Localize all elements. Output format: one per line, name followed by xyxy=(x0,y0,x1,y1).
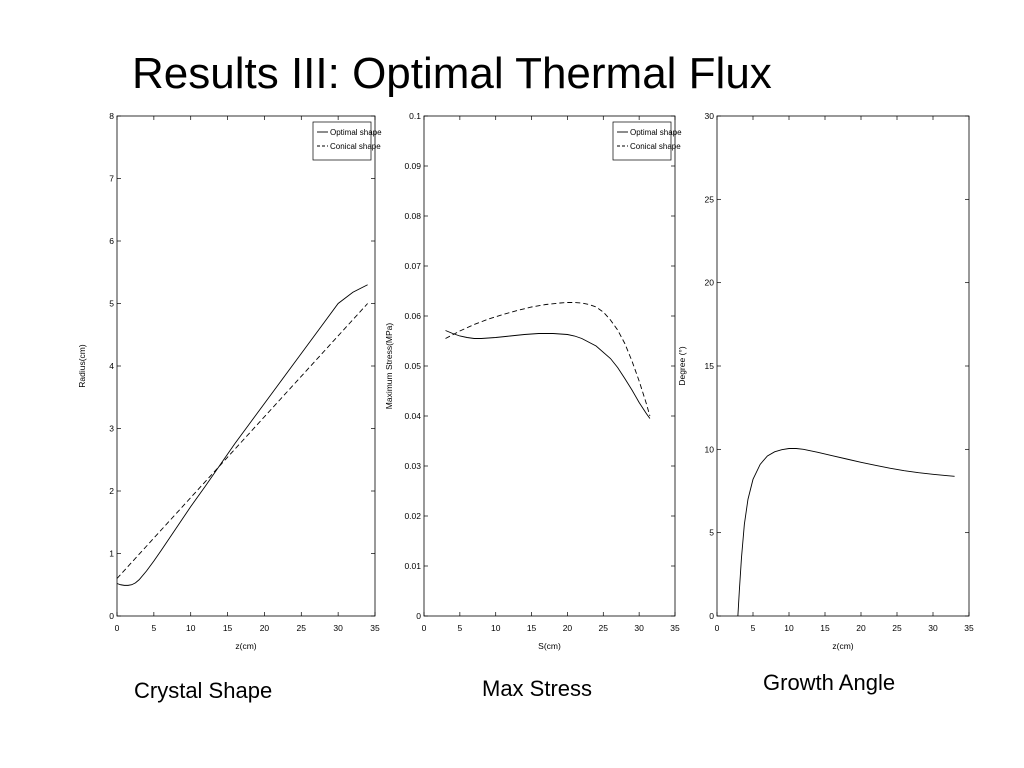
y-axis-label: Radius(cm) xyxy=(77,344,87,388)
y-axis-label: Maximum Stress(MPa) xyxy=(384,323,394,410)
y-tick-label: 15 xyxy=(705,361,715,371)
x-tick-label: 25 xyxy=(599,623,609,633)
x-tick-label: 35 xyxy=(370,623,380,633)
x-tick-label: 35 xyxy=(670,623,680,633)
slide-title: Results III: Optimal Thermal Flux xyxy=(132,49,772,98)
x-tick-label: 15 xyxy=(820,623,830,633)
x-tick-label: 30 xyxy=(634,623,644,633)
y-tick-label: 5 xyxy=(709,528,714,538)
series-line-optimal-shape xyxy=(116,284,368,586)
series-line-optimal-shape xyxy=(445,330,651,419)
y-tick-label: 4 xyxy=(109,361,114,371)
x-tick-label: 5 xyxy=(151,623,156,633)
y-tick-label: 0 xyxy=(416,611,421,621)
x-tick-label: 10 xyxy=(491,623,501,633)
y-tick-label: 8 xyxy=(109,111,114,121)
x-tick-label: 15 xyxy=(527,623,537,633)
y-tick-label: 10 xyxy=(705,444,715,454)
caption-crystal-shape: Crystal Shape xyxy=(134,678,273,703)
y-tick-label: 1 xyxy=(109,549,114,559)
x-tick-label: 10 xyxy=(784,623,794,633)
y-tick-label: 30 xyxy=(705,111,715,121)
y-tick-label: 0.09 xyxy=(404,161,421,171)
legend-entry: Conical shape xyxy=(330,142,381,151)
y-tick-label: 20 xyxy=(705,278,715,288)
y-tick-label: 0.07 xyxy=(404,261,421,271)
x-tick-label: 5 xyxy=(751,623,756,633)
y-tick-label: 0.02 xyxy=(404,511,421,521)
y-tick-label: 6 xyxy=(109,236,114,246)
chart-1: 0 5 10 15 20 25 30 35 0 0.01 0.02 0.03 0.04 0.05 0.06 0… xyxy=(384,111,682,651)
legend-box xyxy=(612,121,672,161)
x-tick-label: 25 xyxy=(892,623,902,633)
x-tick-label: 30 xyxy=(333,623,343,633)
plot-frame xyxy=(716,115,970,617)
legend-entry: Optimal shape xyxy=(330,128,382,137)
x-tick-label: 15 xyxy=(223,623,233,633)
y-axis-label: Degree (°) xyxy=(677,346,687,385)
y-tick-label: 2 xyxy=(109,486,114,496)
x-tick-label: 0 xyxy=(422,623,427,633)
x-tick-label: 20 xyxy=(856,623,866,633)
series-line-conical-shape xyxy=(116,303,368,579)
x-axis-label: z(cm) xyxy=(832,641,853,651)
legend-entry: Optimal shape xyxy=(630,128,682,137)
y-tick-label: 0.1 xyxy=(409,111,421,121)
y-tick-label: 25 xyxy=(705,194,715,204)
series-line-conical-shape xyxy=(445,302,651,417)
x-tick-label: 10 xyxy=(186,623,196,633)
y-tick-label: 0.08 xyxy=(404,211,421,221)
chart-0: 0 5 10 15 20 25 30 35 0 1 2 3 4 5 6 7 8 z(cm) Radius(cm) Op… xyxy=(77,111,382,651)
legend: Optimal shape Conical shape xyxy=(612,121,682,161)
caption-max-stress: Max Stress xyxy=(482,676,593,701)
x-tick-label: 20 xyxy=(563,623,573,633)
x-axis-label: S(cm) xyxy=(538,641,561,651)
x-tick-label: 0 xyxy=(715,623,720,633)
caption-growth-angle: Growth Angle xyxy=(763,670,896,695)
y-tick-label: 3 xyxy=(109,424,114,434)
x-tick-label: 25 xyxy=(297,623,307,633)
x-tick-label: 0 xyxy=(115,623,120,633)
x-axis-label: z(cm) xyxy=(235,641,256,651)
plot-frame xyxy=(116,115,376,617)
y-tick-label: 0 xyxy=(709,611,714,621)
y-tick-label: 0.06 xyxy=(404,311,421,321)
y-tick-label: 0 xyxy=(109,611,114,621)
legend: Optimal shape Conical shape xyxy=(312,121,382,161)
plot-frame xyxy=(423,115,676,617)
y-tick-label: 0.01 xyxy=(404,561,421,571)
x-tick-label: 30 xyxy=(928,623,938,633)
series-line-0 xyxy=(737,448,955,617)
x-tick-label: 20 xyxy=(260,623,270,633)
y-tick-label: 0.05 xyxy=(404,361,421,371)
chart-2: 0 5 10 15 20 25 30 35 0 5 10 15 20 25 30 z(cm) Degree (°… xyxy=(677,111,974,651)
y-tick-label: 7 xyxy=(109,174,114,184)
legend-box xyxy=(312,121,372,161)
y-tick-label: 0.04 xyxy=(404,411,421,421)
y-tick-label: 0.03 xyxy=(404,461,421,471)
x-tick-label: 35 xyxy=(964,623,974,633)
y-tick-label: 5 xyxy=(109,299,114,309)
legend-entry: Conical shape xyxy=(630,142,681,151)
x-tick-label: 5 xyxy=(457,623,462,633)
